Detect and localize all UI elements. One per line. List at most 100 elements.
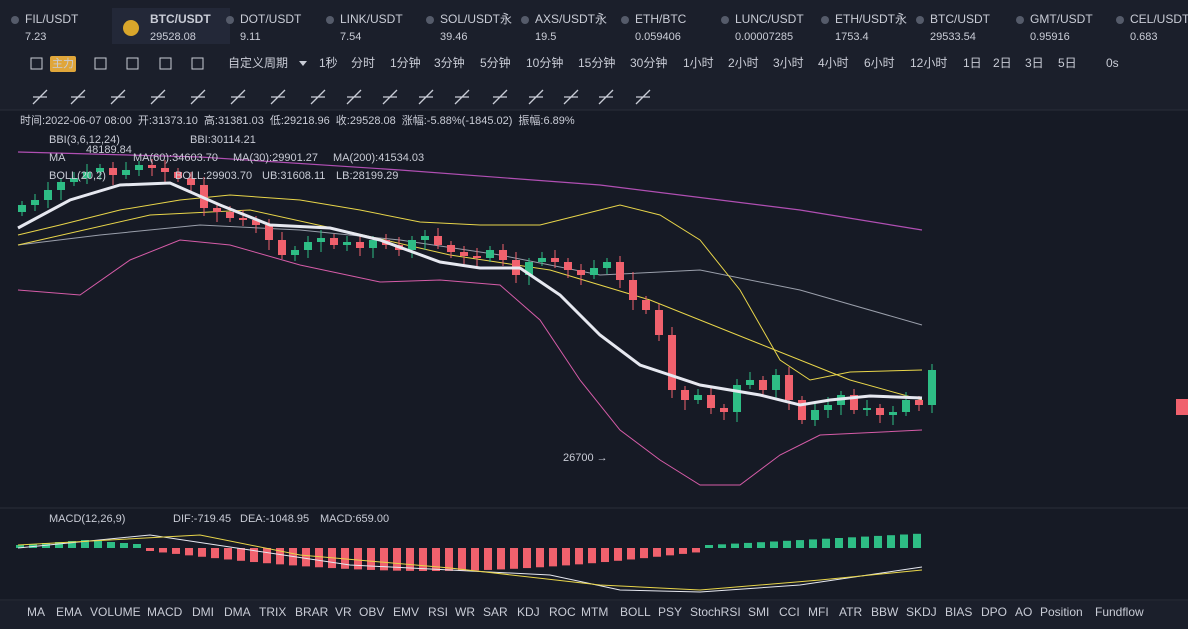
tool-icon[interactable] — [598, 89, 614, 105]
indicator-tab[interactable]: MA — [27, 605, 45, 619]
interval-button[interactable]: 1分钟 — [390, 55, 421, 70]
tool-icon[interactable] — [563, 89, 579, 105]
indicator-tab[interactable]: WR — [455, 605, 475, 619]
indicator-tab[interactable]: EMA — [56, 605, 82, 619]
indicator-tab[interactable]: VR — [335, 605, 352, 619]
interval-button[interactable]: 3分钟 — [434, 55, 465, 70]
indicator-tab[interactable]: SAR — [483, 605, 508, 619]
interval-button[interactable]: 分时 — [351, 56, 375, 70]
indicator-tab[interactable]: TRIX — [259, 605, 286, 619]
macd-bar — [341, 548, 349, 569]
indicator-tab[interactable]: VOLUME — [90, 605, 141, 619]
interval-button[interactable]: 15分钟 — [578, 55, 615, 70]
indicator-tab[interactable]: ROC — [549, 605, 576, 619]
indicator-tab[interactable]: MACD — [147, 605, 183, 619]
dif-line — [17, 534, 923, 593]
indicator-tab[interactable]: OBV — [359, 605, 384, 619]
interval-button[interactable]: 1日 — [963, 56, 982, 70]
indicator-tab[interactable]: BOLL — [620, 605, 651, 619]
info-label: 开: — [138, 115, 152, 127]
tool-icon[interactable] — [346, 89, 362, 105]
tool-icon[interactable] — [382, 89, 398, 105]
ticker-price: 19.5 — [535, 31, 556, 43]
tool-icon[interactable] — [528, 89, 544, 105]
ticker-symbol[interactable]: LINK/USDT — [340, 12, 403, 26]
drawing-tools[interactable] — [32, 89, 651, 105]
indicator-tab[interactable]: EMV — [393, 605, 419, 619]
macd-bar — [718, 544, 726, 548]
indicator-tab[interactable]: Position — [1040, 605, 1083, 619]
main-button[interactable]: 主力 — [52, 57, 74, 70]
interval-button[interactable]: 10分钟 — [526, 55, 563, 70]
interval-button[interactable]: 5分钟 — [480, 55, 511, 70]
indicator-tab[interactable]: DMI — [192, 605, 214, 619]
tool-icon[interactable] — [190, 89, 206, 105]
info-label: 涨幅: — [402, 114, 427, 127]
ticker-symbol[interactable]: SOL/USDT永 — [440, 12, 512, 26]
toolbar-icon[interactable] — [30, 57, 43, 70]
indicator-tab[interactable]: BBW — [871, 605, 899, 619]
ticker-symbol[interactable]: DOT/USDT — [240, 12, 302, 26]
interval-button[interactable]: 1小时 — [683, 56, 714, 70]
interval-button[interactable]: 6小时 — [864, 56, 895, 70]
indicator-tab[interactable]: MTM — [581, 605, 608, 619]
refresh-rate[interactable]: 0s — [1106, 56, 1119, 70]
indicator-tab[interactable]: KDJ — [517, 605, 540, 619]
candle-body — [369, 240, 377, 248]
indicator-tab[interactable]: SKDJ — [906, 605, 937, 619]
tool-icon[interactable] — [492, 89, 508, 105]
indicator-tab[interactable]: PSY — [658, 605, 682, 619]
candle-body — [213, 208, 221, 212]
indicator-value: BBI:30114.21 — [190, 134, 256, 146]
tool-icon[interactable] — [110, 89, 126, 105]
ticker-symbol[interactable]: GMT/USDT — [1030, 12, 1093, 26]
ticker-symbol[interactable]: BTC/USDT — [930, 12, 991, 26]
indicator-tab[interactable]: AO — [1015, 605, 1032, 619]
interval-button[interactable]: 12小时 — [910, 56, 947, 70]
indicator-tab[interactable]: ATR — [839, 605, 862, 619]
ticker-symbol[interactable]: LUNC/USDT — [735, 12, 804, 26]
interval-button[interactable]: 3日 — [1025, 56, 1044, 70]
tool-icon[interactable] — [70, 89, 86, 105]
candle-body — [239, 218, 247, 220]
interval-button[interactable]: 4小时 — [818, 56, 849, 70]
toolbar-icon[interactable] — [126, 57, 139, 70]
indicator-tab[interactable]: SMI — [748, 605, 769, 619]
tool-icon[interactable] — [310, 89, 326, 105]
ticker-symbol[interactable]: ETH/BTC — [635, 12, 687, 26]
toolbar-icon[interactable] — [159, 57, 172, 70]
ticker-symbol[interactable]: BTC/USDT — [150, 12, 211, 26]
indicator-tab[interactable]: Fundflow — [1095, 605, 1144, 619]
indicator-tab[interactable]: RSI — [428, 605, 448, 619]
tool-icon[interactable] — [230, 89, 246, 105]
indicator-tab[interactable]: BRAR — [295, 605, 329, 619]
tool-icon[interactable] — [454, 89, 470, 105]
tool-icon[interactable] — [635, 89, 651, 105]
indicator-tab[interactable]: DMA — [224, 605, 251, 619]
ticker-symbol[interactable]: CEL/USDT — [1130, 12, 1188, 26]
ticker-symbol[interactable]: FIL/USDT — [25, 12, 79, 26]
indicator-tab[interactable]: MFI — [808, 605, 829, 619]
tool-icon[interactable] — [418, 89, 434, 105]
interval-button[interactable]: 30分钟 — [630, 55, 667, 70]
toolbar-icon[interactable] — [94, 57, 107, 70]
interval-button[interactable]: 2日 — [993, 56, 1012, 70]
ticker-symbol[interactable]: AXS/USDT永 — [535, 12, 607, 26]
indicator-tab[interactable]: BIAS — [945, 605, 972, 619]
indicator-name: BBI(3,6,12,24) — [49, 134, 120, 146]
interval-button[interactable]: 1秒 — [319, 56, 338, 70]
interval-button[interactable]: 2小时 — [728, 56, 759, 70]
interval-button[interactable]: 3小时 — [773, 56, 804, 70]
tool-icon[interactable] — [270, 89, 286, 105]
ticker-symbol[interactable]: ETH/USDT永 — [835, 12, 907, 26]
indicator-tab[interactable]: StochRSI — [690, 605, 741, 619]
period-select[interactable]: 自定义周期 — [228, 55, 288, 70]
tool-icon[interactable] — [150, 89, 166, 105]
candle-body — [824, 405, 832, 410]
indicator-tab[interactable]: CCI — [779, 605, 800, 619]
indicator-tab[interactable]: DPO — [981, 605, 1007, 619]
tool-icon[interactable] — [32, 89, 48, 105]
indicator-value: UB:31608.11 — [262, 170, 325, 182]
interval-button[interactable]: 5日 — [1058, 56, 1077, 70]
toolbar-icon[interactable] — [191, 57, 204, 70]
